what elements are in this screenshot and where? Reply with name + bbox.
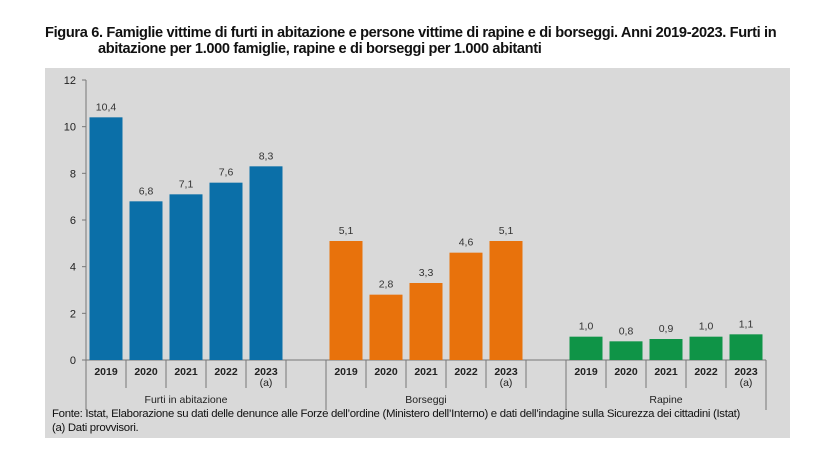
group-label: Rapine — [649, 394, 682, 406]
x-tick-label: 2019 — [574, 366, 598, 378]
x-tick-label: 2020 — [614, 366, 638, 378]
bar — [729, 334, 763, 360]
bar — [129, 201, 163, 360]
x-tick-label: 2023 — [254, 366, 278, 378]
data-label: 7,1 — [179, 178, 194, 190]
data-label: 8,3 — [259, 150, 274, 162]
x-tick-label: 2022 — [694, 366, 718, 378]
y-tick-label: 10 — [64, 122, 76, 134]
x-tick-label: 2020 — [374, 366, 398, 378]
y-tick-label: 4 — [70, 262, 76, 274]
bar — [489, 241, 523, 360]
data-label: 10,4 — [96, 101, 117, 113]
y-tick-label: 0 — [70, 355, 76, 367]
x-tick-label: 2022 — [214, 366, 238, 378]
x-tick-note: (a) — [500, 377, 513, 389]
footer-note: (a) Dati provvisori. — [52, 422, 139, 434]
group-label: Furti in abitazione — [145, 394, 228, 406]
data-label: 0,9 — [659, 323, 674, 335]
x-tick-label: 2021 — [654, 366, 678, 378]
x-tick-note: (a) — [740, 377, 753, 389]
x-tick-label: 2022 — [454, 366, 478, 378]
x-tick-label: 2021 — [414, 366, 438, 378]
title-line-1: Figura 6. Famiglie vittime di furti in a… — [45, 25, 777, 41]
data-label: 4,6 — [459, 237, 474, 249]
x-tick-note: (a) — [260, 377, 273, 389]
bar — [89, 117, 123, 360]
bar — [369, 294, 403, 360]
data-label: 3,3 — [419, 267, 434, 279]
bar — [569, 336, 603, 360]
data-label: 5,1 — [499, 225, 514, 237]
x-tick-label: 2023 — [734, 366, 758, 378]
bar — [449, 252, 483, 360]
data-label: 6,8 — [139, 185, 154, 197]
bar — [409, 283, 443, 360]
x-tick-label: 2023 — [494, 366, 518, 378]
x-tick-label: 2019 — [94, 366, 118, 378]
y-tick-label: 6 — [70, 215, 76, 227]
data-label: 7,6 — [219, 167, 234, 179]
chart-panel — [45, 68, 790, 438]
bar — [169, 194, 203, 360]
title-line-2: abitazione per 1.000 famiglie, rapine e … — [98, 41, 542, 57]
data-label: 5,1 — [339, 225, 354, 237]
x-tick-label: 2021 — [174, 366, 198, 378]
data-label: 1,0 — [699, 321, 714, 333]
y-tick-label: 8 — [70, 168, 76, 180]
y-tick-label: 2 — [70, 308, 76, 320]
bar — [329, 241, 363, 360]
chart-title: Figura 6. Famiglie vittime di furti in a… — [45, 25, 805, 57]
x-tick-label: 2020 — [134, 366, 158, 378]
bar — [249, 166, 283, 360]
data-label: 1,1 — [739, 318, 754, 330]
data-label: 0,8 — [619, 325, 634, 337]
bar — [649, 339, 683, 360]
x-tick-label: 2019 — [334, 366, 358, 378]
footer-source: Fonte: Istat, Elaborazione su dati delle… — [52, 408, 740, 420]
data-label: 2,8 — [379, 279, 394, 291]
y-tick-label: 12 — [64, 75, 76, 87]
bar — [689, 336, 723, 360]
data-label: 1,0 — [579, 321, 594, 333]
bar — [609, 341, 643, 360]
group-label: Borseggi — [405, 394, 446, 406]
bar — [209, 182, 243, 360]
